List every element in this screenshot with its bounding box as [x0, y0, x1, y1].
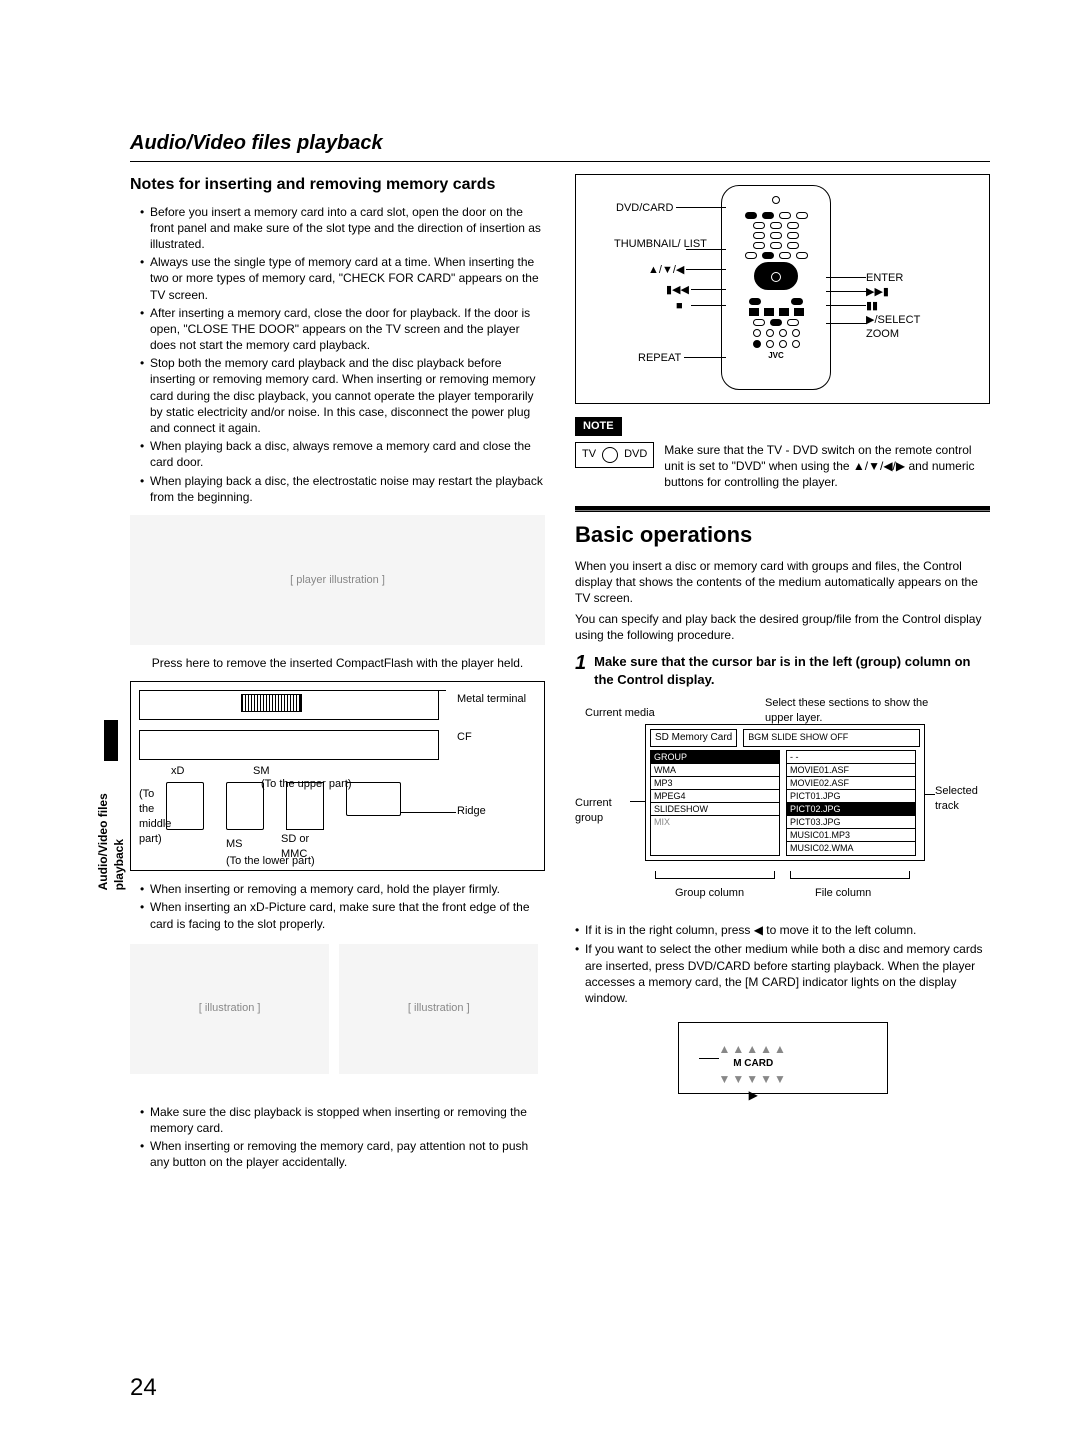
file-row: MUSIC02.WMA	[787, 842, 915, 855]
note-row: TV DVD Make sure that the TV - DVD switc…	[575, 442, 990, 491]
tv-dvd-switch: TV DVD	[575, 442, 654, 468]
group-column-label: Group column	[675, 886, 744, 901]
file-row: PICT02.JPG	[787, 803, 915, 816]
group-row: MP3	[651, 777, 779, 790]
notes-heading: Notes for inserting and removing memory …	[130, 174, 545, 196]
to-lower-label: (To the lower part)	[226, 854, 315, 869]
remote-brand: JVC	[722, 351, 830, 362]
file-column-label: File column	[815, 886, 871, 901]
insert-illustration-1: [ illustration ]	[130, 944, 329, 1074]
section-divider	[575, 506, 990, 512]
group-row: GROUP	[651, 751, 779, 764]
vertical-tab: Audio/Video files playback	[100, 720, 122, 890]
selected-track-label: Selected track	[935, 784, 995, 814]
press-caption: Press here to remove the inserted Compac…	[130, 655, 545, 671]
note-item: After inserting a memory card, close the…	[140, 305, 545, 354]
remote-diagram: JVC DVD/CARD THUMBNAIL/ LIST ▲/▼/◀ ▮◀◀ ■…	[575, 174, 990, 404]
step-1: 1 Make sure that the cursor bar is in th…	[575, 653, 990, 688]
note-item: When playing back a disc, the electrosta…	[140, 473, 545, 505]
file-row: MOVIE01.ASF	[787, 764, 915, 777]
stop-label: ■	[676, 299, 683, 314]
current-group-label: Current group	[575, 796, 635, 826]
select-upper-label: Select these sections to show the upper …	[765, 696, 945, 726]
control-bullet: If you want to select the other medium w…	[575, 941, 990, 1006]
group-row: SLIDESHOW	[651, 803, 779, 816]
remote-body: JVC	[721, 185, 831, 390]
switch-icon	[602, 447, 618, 463]
note-item: Always use the single type of memory car…	[140, 254, 545, 303]
to-upper-label: (To the upper part)	[261, 777, 352, 792]
ridge-label: Ridge	[457, 804, 486, 819]
vertical-tab-text: Audio/Video files playback	[95, 767, 127, 890]
group-column: GROUP WMA MP3 MPEG4 SLIDESHOW MIX	[650, 750, 780, 856]
file-row: - -	[787, 751, 915, 764]
left-column: Notes for inserting and removing memory …	[130, 174, 545, 1172]
control-display: SD Memory Card BGM SLIDE SHOW OFF GROUP …	[645, 724, 925, 861]
bottom-note: Make sure the disc playback is stopped w…	[140, 1104, 545, 1136]
tv-label: TV	[582, 447, 596, 462]
dvd-card-label: DVD/CARD	[616, 201, 673, 216]
file-row: MUSIC01.MP3	[787, 829, 915, 842]
basic-intro-1: When you insert a disc or memory card wi…	[575, 558, 990, 607]
step-number: 1	[575, 653, 586, 688]
file-row: PICT01.JPG	[787, 790, 915, 803]
control-bullets: If it is in the right column, press ◀ to…	[575, 922, 990, 1006]
file-row: PICT03.JPG	[787, 816, 915, 829]
basic-intro-2: You can specify and play back the desire…	[575, 611, 990, 643]
player-illustration: [ player illustration ]	[130, 515, 545, 645]
control-bullet: If it is in the right column, press ◀ to…	[575, 922, 990, 938]
note-badge: NOTE	[575, 417, 622, 436]
page-number: 24	[130, 1372, 157, 1404]
dvd-label: DVD	[624, 447, 647, 462]
group-row: MIX	[651, 816, 779, 829]
section-title: Audio/Video files playback	[130, 130, 990, 162]
mcard-dots-bottom: ▼▼▼▼▼	[719, 1071, 788, 1087]
zoom-label: ZOOM	[866, 327, 899, 342]
thumbnail-list-label: THUMBNAIL/ LIST	[614, 237, 684, 252]
metal-terminal-label: Metal terminal	[457, 692, 526, 707]
right-column: JVC DVD/CARD THUMBNAIL/ LIST ▲/▼/◀ ▮◀◀ ■…	[575, 174, 990, 1172]
arrow-keys-label: ▲/▼/◀	[648, 263, 684, 278]
mcard-label: M CARD	[719, 1057, 788, 1071]
cf-label: CF	[457, 730, 472, 745]
slot-diagram: Metal terminal CF xD SM (To the upper pa…	[130, 681, 545, 871]
insert-note: When inserting or removing a memory card…	[140, 881, 545, 897]
enter-label: ENTER	[866, 271, 903, 286]
mcard-dots-top: ▲▲▲▲▲	[719, 1041, 788, 1057]
ms-label: MS	[226, 837, 243, 852]
media-header: SD Memory Card	[650, 729, 737, 747]
pause-label: ▮▮	[866, 299, 878, 314]
bgm-header: BGM SLIDE SHOW OFF	[743, 729, 920, 747]
insert-notes-list: When inserting or removing a memory card…	[130, 881, 545, 932]
note-item: Before you insert a memory card into a c…	[140, 204, 545, 253]
xd-label: xD	[171, 764, 184, 779]
mcard-indicator: ▲▲▲▲▲ M CARD ▼▼▼▼▼ ▶	[678, 1022, 888, 1094]
prev-label: ▮◀◀	[666, 283, 689, 298]
tab-marker	[104, 720, 118, 761]
control-display-diagram: Current media Select these sections to s…	[575, 696, 990, 916]
group-row: WMA	[651, 764, 779, 777]
note-item: When playing back a disc, always remove …	[140, 438, 545, 470]
bottom-note: When inserting or removing the memory ca…	[140, 1138, 545, 1170]
bottom-notes-list: Make sure the disc playback is stopped w…	[130, 1104, 545, 1171]
file-column: - - MOVIE01.ASF MOVIE02.ASF PICT01.JPG P…	[786, 750, 916, 856]
basic-operations-heading: Basic operations	[575, 520, 990, 550]
insert-note: When inserting an xD-Picture card, make …	[140, 899, 545, 931]
notes-list: Before you insert a memory card into a c…	[130, 204, 545, 505]
file-row: MOVIE02.ASF	[787, 777, 915, 790]
current-media-label: Current media	[585, 706, 655, 721]
group-row: MPEG4	[651, 790, 779, 803]
insert-illustration-2: [ illustration ]	[339, 944, 538, 1074]
to-middle-label: (To the middle part)	[139, 787, 163, 846]
step-text: Make sure that the cursor bar is in the …	[594, 653, 990, 688]
play-select-label: ▶/SELECT	[866, 313, 920, 328]
next-label: ▶▶▮	[866, 285, 889, 300]
repeat-label: REPEAT	[638, 351, 681, 366]
note-text: Make sure that the TV - DVD switch on th…	[664, 442, 990, 491]
note-item: Stop both the memory card playback and t…	[140, 355, 545, 436]
